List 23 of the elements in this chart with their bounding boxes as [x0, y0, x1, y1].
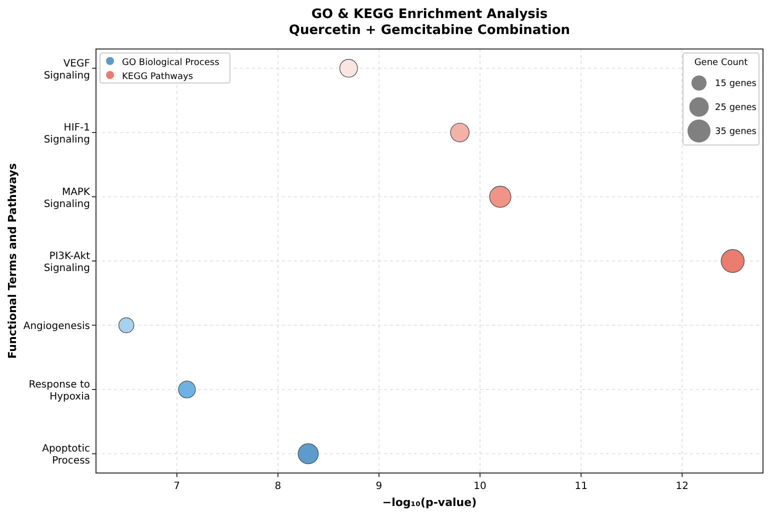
x-tick-label: 10 [474, 481, 486, 492]
x-tick-label: 7 [174, 481, 180, 492]
y-tick-label: PI3K-Akt Signaling [44, 251, 90, 274]
y-tick-label: VEGF Signaling [44, 58, 90, 82]
x-axis-title: −log₁₀(p-value) [382, 496, 477, 509]
chart-subtitle: Quercetin + Gemcitabine Combination [288, 23, 570, 38]
y-tick-label: Apoptotic Process [42, 444, 90, 467]
legend-label: KEGG Pathways [122, 72, 194, 82]
legend-label: GO Biological Process [122, 58, 220, 68]
legend-title: Gene Count [694, 58, 748, 68]
y-tick-label: HIF-1 Signaling [44, 122, 90, 146]
y-tick-label: Angiogenesis [23, 321, 90, 332]
x-tick-label: 11 [574, 481, 588, 492]
x-tick-label: 12 [676, 481, 689, 492]
y-tick-label: Response to Hypoxia [28, 379, 90, 402]
x-tick-label: 9 [376, 481, 382, 492]
x-tick-label: 8 [274, 481, 282, 492]
chart-title: GO & KEGG Enrichment Analysis [311, 7, 548, 22]
y-tick-label: MAPK Signaling [44, 186, 90, 210]
y-axis-title: Functional Terms and Pathways [6, 162, 19, 359]
legend-label: 25 genes [715, 103, 757, 113]
legend-label: 15 genes [715, 79, 757, 89]
legend-label: 35 genes [715, 127, 757, 137]
